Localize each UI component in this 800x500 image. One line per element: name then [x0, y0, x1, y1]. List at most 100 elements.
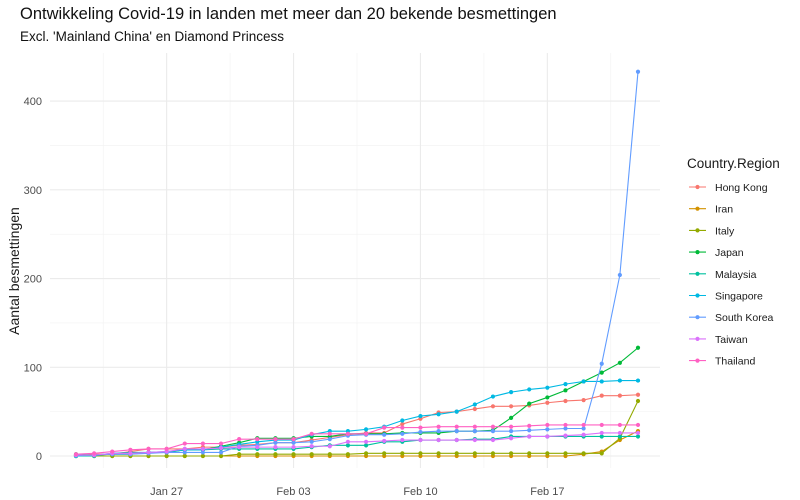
data-point-taiwan: [200, 446, 206, 452]
legend-item-japan: Japan: [689, 247, 744, 259]
data-point-taiwan: [128, 451, 133, 456]
legend-label: Taiwan: [715, 334, 748, 346]
data-point-taiwan: [309, 444, 314, 449]
data-point-south-korea: [382, 432, 387, 437]
x-axis-ticks: Jan 27 Feb 03 Feb 10 Feb 17: [150, 486, 564, 498]
data-point-south-korea: [545, 427, 550, 432]
legend-label: Hong Kong: [715, 182, 768, 194]
series-thailand: [73, 422, 641, 457]
legend-key-point: [695, 293, 700, 298]
data-point-thailand: [255, 437, 260, 442]
grid: [50, 53, 660, 468]
y-tick-label: 100: [24, 362, 42, 374]
legend-label: Malaysia: [715, 269, 757, 281]
data-point-thailand: [309, 431, 314, 436]
data-point-malaysia: [617, 434, 622, 439]
data-point-singapore: [508, 390, 514, 395]
data-point-hong-kong: [635, 392, 641, 397]
chart-subtitle: Excl. 'Mainland China' en Diamond Prince…: [20, 29, 285, 44]
data-point-south-korea: [309, 439, 314, 444]
data-point-italy: [382, 451, 387, 456]
data-point-singapore: [563, 382, 568, 387]
data-point-taiwan: [291, 445, 296, 450]
data-point-taiwan: [255, 445, 260, 450]
data-point-thailand: [237, 437, 242, 442]
y-tick-label: 400: [24, 96, 42, 108]
series-lines: [73, 69, 641, 459]
data-point-thailand: [635, 422, 641, 428]
data-point-thailand: [146, 446, 151, 452]
data-point-hong-kong: [490, 404, 496, 409]
x-tick-label: Jan 27: [150, 486, 183, 498]
data-point-thailand: [92, 451, 97, 456]
legend: Country.Region Hong Kong Iran Italy Japan Ma…: [687, 156, 780, 368]
data-point-thailand: [454, 424, 459, 429]
data-point-singapore: [363, 427, 369, 432]
data-point-thailand: [418, 425, 423, 430]
legend-label: South Korea: [715, 312, 774, 324]
data-point-singapore: [617, 378, 622, 383]
data-point-italy: [255, 452, 260, 457]
data-point-taiwan: [382, 438, 387, 444]
legend-key-point: [695, 206, 700, 211]
data-point-thailand: [110, 449, 115, 454]
legend-item-malaysia: Malaysia: [689, 269, 757, 281]
data-point-thailand: [472, 424, 477, 429]
data-point-taiwan: [581, 432, 586, 437]
data-point-taiwan: [182, 446, 187, 452]
series-line-south-korea: [76, 71, 639, 456]
data-point-italy: [527, 451, 532, 456]
data-point-thailand: [436, 424, 441, 429]
y-axis-ticks: 0 100 200 300 400: [24, 96, 42, 463]
legend-item-italy: Italy: [689, 225, 735, 237]
data-point-malaysia: [635, 434, 641, 439]
data-point-taiwan: [327, 444, 332, 449]
legend-label: Thailand: [715, 356, 755, 368]
series-line-italy: [76, 400, 639, 457]
legend-title: Country.Region: [687, 156, 780, 171]
data-point-italy: [472, 451, 477, 456]
series-line-taiwan: [76, 432, 638, 456]
legend-item-singapore: Singapore: [689, 291, 763, 303]
data-point-italy: [200, 453, 206, 459]
data-point-japan: [599, 370, 604, 375]
data-point-japan: [635, 345, 641, 350]
data-point-singapore: [635, 378, 641, 383]
legend-key-point: [695, 271, 700, 276]
data-point-singapore: [472, 402, 477, 407]
data-point-italy: [454, 451, 459, 456]
data-point-italy: [273, 452, 278, 457]
y-tick-label: 200: [24, 274, 42, 286]
data-point-south-korea: [581, 426, 586, 431]
data-point-south-korea: [490, 429, 496, 434]
data-point-thailand: [527, 423, 532, 428]
data-point-taiwan: [273, 445, 278, 450]
data-point-thailand: [581, 422, 586, 428]
series-line-thailand: [75, 424, 638, 455]
data-point-taiwan: [563, 433, 568, 438]
legend-key-point: [695, 228, 700, 233]
data-point-italy: [490, 451, 496, 456]
data-point-singapore: [400, 418, 405, 423]
data-point-singapore: [436, 412, 441, 417]
data-point-thailand: [273, 437, 278, 442]
data-point-italy: [599, 451, 604, 456]
legend-key-point: [695, 315, 700, 320]
data-point-thailand: [182, 441, 187, 446]
data-point-thailand: [599, 422, 604, 428]
legend-key-point: [695, 358, 700, 363]
legend-item-iran: Iran: [689, 204, 733, 216]
data-point-hong-kong: [599, 393, 604, 398]
data-point-singapore: [527, 387, 532, 392]
data-point-japan: [508, 415, 514, 420]
legend-item-hong-kong: Hong Kong: [689, 182, 768, 194]
series-italy: [73, 398, 641, 459]
legend-label: Italy: [715, 225, 735, 237]
legend-label: Iran: [715, 204, 733, 216]
legend-key-point: [695, 184, 700, 190]
data-point-hong-kong: [400, 421, 405, 427]
data-point-italy: [164, 453, 169, 459]
data-point-south-korea: [200, 450, 206, 455]
x-tick-label: Feb 17: [530, 486, 564, 498]
